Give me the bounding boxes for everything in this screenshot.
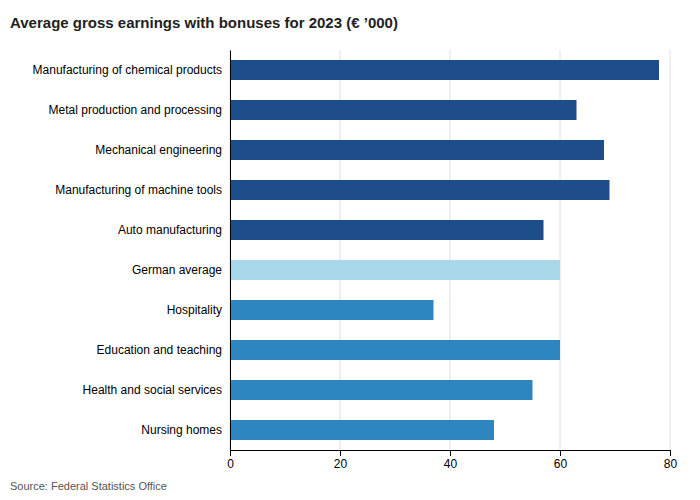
y-tick-label: Hospitality — [167, 303, 222, 317]
y-axis-line — [230, 51, 231, 451]
x-tick: 40 — [444, 450, 458, 471]
bar — [230, 220, 544, 240]
y-tick: Auto manufacturing — [118, 223, 222, 237]
x-tick-mark — [340, 450, 341, 456]
y-tick-label: Manufacturing of chemical products — [33, 63, 222, 77]
y-tick: German average — [132, 263, 222, 277]
x-axis: 0 20 40 60 80 — [227, 450, 677, 471]
bar — [230, 60, 659, 80]
y-tick: Mechanical engineering — [95, 143, 222, 157]
y-tick-label: Education and teaching — [97, 343, 222, 357]
x-tick: 60 — [554, 450, 568, 471]
y-tick: Nursing homes — [141, 423, 222, 437]
bars — [230, 60, 659, 440]
title: Average gross earnings with bonuses for … — [10, 14, 398, 31]
x-tick-mark — [230, 450, 231, 456]
bar — [230, 380, 533, 400]
x-tick-mark — [560, 450, 561, 456]
y-tick-label: Metal production and processing — [49, 103, 222, 117]
x-tick: 20 — [334, 450, 348, 471]
y-tick: Health and social services — [83, 383, 222, 397]
y-tick-label: German average — [132, 263, 222, 277]
y-tick: Hospitality — [167, 303, 222, 317]
y-axis: Manufacturing of chemical products Metal … — [33, 51, 231, 451]
x-tick-mark — [450, 450, 451, 456]
grid — [230, 50, 670, 450]
bar — [230, 340, 560, 360]
grid-line — [230, 50, 231, 450]
x-tick-label: 60 — [554, 457, 568, 471]
bar — [230, 260, 560, 280]
x-tick: 0 — [227, 450, 234, 471]
x-tick-label: 40 — [444, 457, 458, 471]
y-tick: Manufacturing of machine tools — [55, 183, 222, 197]
y-tick: Metal production and processing — [49, 103, 222, 117]
y-tick: Education and teaching — [97, 343, 222, 357]
bar — [230, 180, 610, 200]
y-tick: Manufacturing of chemical products — [33, 63, 222, 77]
x-tick-mark — [670, 450, 671, 456]
bar — [230, 100, 577, 120]
y-tick-label: Manufacturing of machine tools — [55, 183, 222, 197]
x-tick-label: 80 — [664, 457, 678, 471]
bar — [230, 420, 494, 440]
source: Source: Federal Statistics Office — [10, 480, 167, 492]
x-axis-line — [231, 451, 671, 457]
x-tick-label: 0 — [227, 457, 234, 471]
x-tick-label: 20 — [334, 457, 348, 471]
y-tick-label: Mechanical engineering — [95, 143, 222, 157]
plot-area: 0 20 40 60 80 Manufacturing of chemical produ… — [33, 50, 678, 471]
x-tick: 80 — [664, 450, 678, 471]
y-tick-label: Health and social services — [83, 383, 222, 397]
y-tick-label: Nursing homes — [141, 423, 222, 437]
chart: 0 20 40 60 80 Manufacturing of chemical produ… — [0, 0, 700, 500]
bar — [230, 140, 604, 160]
bar — [230, 300, 434, 320]
grid-line — [670, 50, 671, 450]
y-tick-label: Auto manufacturing — [118, 223, 222, 237]
